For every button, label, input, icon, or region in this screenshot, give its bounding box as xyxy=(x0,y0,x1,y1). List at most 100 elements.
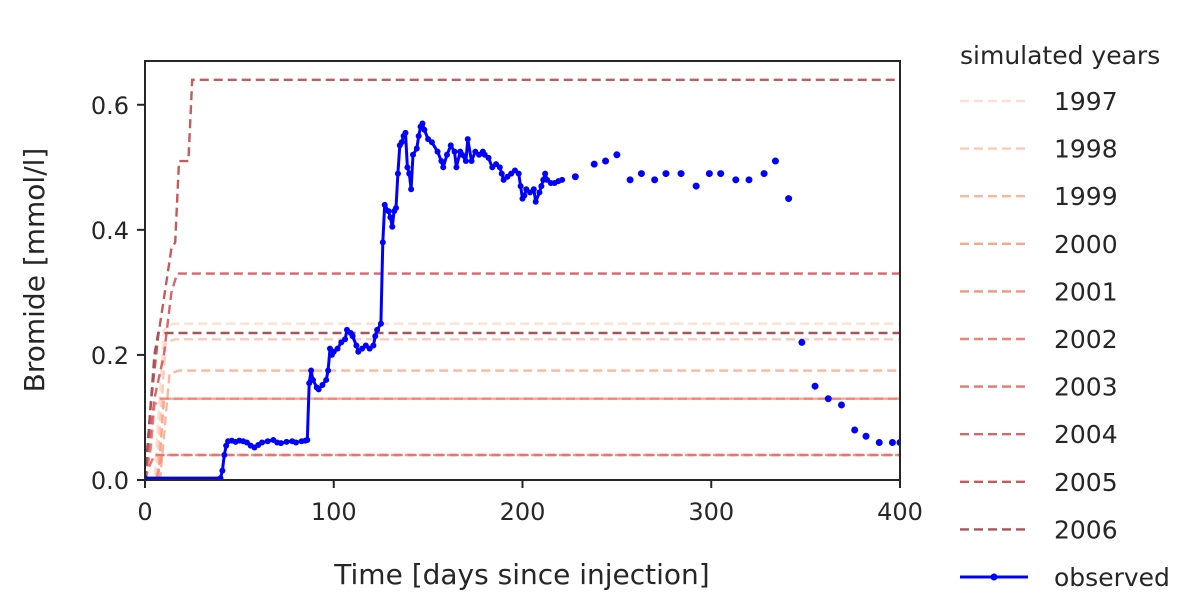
observed-point xyxy=(428,139,435,146)
legend-swatch-observed-marker xyxy=(990,573,998,581)
observed-point xyxy=(811,382,819,390)
observed-point xyxy=(415,133,422,140)
simulated-line-2003 xyxy=(145,453,900,480)
legend-label-2002: 2002 xyxy=(1054,325,1118,354)
observed-point xyxy=(334,345,341,352)
y-axis: 0.0 0.2 0.4 0.6 xyxy=(91,92,145,495)
observed-point xyxy=(590,160,598,168)
observed-point xyxy=(521,192,528,199)
observed-point xyxy=(393,204,400,211)
observed-point xyxy=(498,170,505,177)
observed-point xyxy=(732,176,740,184)
legend-label-observed: observed xyxy=(1054,563,1170,592)
simulated-line-1997 xyxy=(145,322,900,480)
observed-point xyxy=(319,381,326,388)
observed-point xyxy=(888,438,896,446)
observed-point xyxy=(413,145,420,152)
simulated-line-1998 xyxy=(145,338,900,480)
legend-label-2005: 2005 xyxy=(1054,468,1118,497)
legend-label-1997: 1997 xyxy=(1054,87,1118,116)
observed-point xyxy=(824,395,832,403)
observed-point xyxy=(398,139,405,146)
observed-point xyxy=(468,158,475,165)
observed-point xyxy=(221,451,228,458)
observed-point xyxy=(293,439,299,446)
observed-point xyxy=(542,170,549,177)
y-axis-label: Bromide [mmol/l] xyxy=(18,148,51,393)
observed-point xyxy=(342,336,349,343)
observed-point xyxy=(440,164,447,171)
x-tick-label: 100 xyxy=(311,498,357,526)
observed-point xyxy=(259,439,266,446)
observed-point xyxy=(353,342,360,349)
observed-line xyxy=(145,122,563,480)
simulated-line-2001 xyxy=(145,453,900,480)
simulated-line-2006 xyxy=(145,331,900,480)
simulated-line-2000 xyxy=(145,397,900,480)
observed-point xyxy=(760,170,768,178)
x-tick-label: 200 xyxy=(500,498,546,526)
observed-point xyxy=(408,186,415,193)
observed-point xyxy=(662,170,670,178)
observed-series xyxy=(145,120,900,480)
observed-point xyxy=(538,183,545,190)
observed-point xyxy=(532,198,539,205)
observed-point xyxy=(217,475,224,480)
simulated-line-2002 xyxy=(145,397,900,480)
observed-point xyxy=(379,239,386,246)
x-tick-label: 300 xyxy=(688,498,734,526)
observed-point xyxy=(745,176,753,184)
observed-point xyxy=(862,432,870,440)
plot-frame xyxy=(144,60,901,481)
observed-point xyxy=(438,158,445,165)
observed-point xyxy=(277,440,284,447)
observed-point xyxy=(613,151,621,159)
observed-point xyxy=(626,176,634,184)
observed-point xyxy=(462,158,469,165)
observed-point xyxy=(434,148,441,155)
x-axis: 0 100 200 300 400 xyxy=(137,480,923,526)
observed-point xyxy=(387,214,394,221)
observed-point xyxy=(406,170,413,177)
observed-point xyxy=(651,176,659,184)
observed-point xyxy=(602,157,610,165)
simulated-line-2004 xyxy=(145,272,900,480)
legend-items: 1997 1998 1999 2000 2001 2002 2003 2004 2005 2006… xyxy=(960,87,1170,592)
observed-point xyxy=(309,376,316,383)
observed-point xyxy=(771,157,779,165)
legend-title: simulated years xyxy=(960,41,1160,70)
x-tick-label: 400 xyxy=(877,498,923,526)
observed-point xyxy=(264,438,271,445)
legend-label-2004: 2004 xyxy=(1054,420,1118,449)
observed-point xyxy=(385,208,392,215)
observed-point xyxy=(705,170,713,178)
simulated-line-2005 xyxy=(145,78,900,480)
legend-label-2006: 2006 xyxy=(1054,515,1118,544)
legend-label-2000: 2000 xyxy=(1054,230,1118,259)
legend-label-1999: 1999 xyxy=(1054,182,1118,211)
observed-point xyxy=(485,154,492,161)
observed-point xyxy=(459,151,466,158)
legend-label-2001: 2001 xyxy=(1054,277,1118,306)
observed-point xyxy=(370,342,377,349)
observed-point xyxy=(308,367,315,374)
legend: simulated years 1997 1998 1999 2000 2001 2002… xyxy=(960,41,1170,592)
simulated-line-1999 xyxy=(145,369,900,480)
legend-label-1998: 1998 xyxy=(1054,135,1118,164)
x-tick-label: 0 xyxy=(137,498,152,526)
observed-point xyxy=(349,333,356,340)
observed-point xyxy=(444,151,450,158)
observed-point xyxy=(530,186,537,193)
plot-area xyxy=(144,60,901,481)
observed-point xyxy=(377,320,384,327)
observed-point xyxy=(402,129,409,136)
observed-point xyxy=(394,170,401,177)
observed-point xyxy=(559,176,566,183)
observed-point xyxy=(447,142,454,149)
observed-point xyxy=(219,467,226,474)
observed-point xyxy=(453,164,460,171)
observed-point xyxy=(372,333,379,340)
legend-label-2003: 2003 xyxy=(1054,373,1118,402)
